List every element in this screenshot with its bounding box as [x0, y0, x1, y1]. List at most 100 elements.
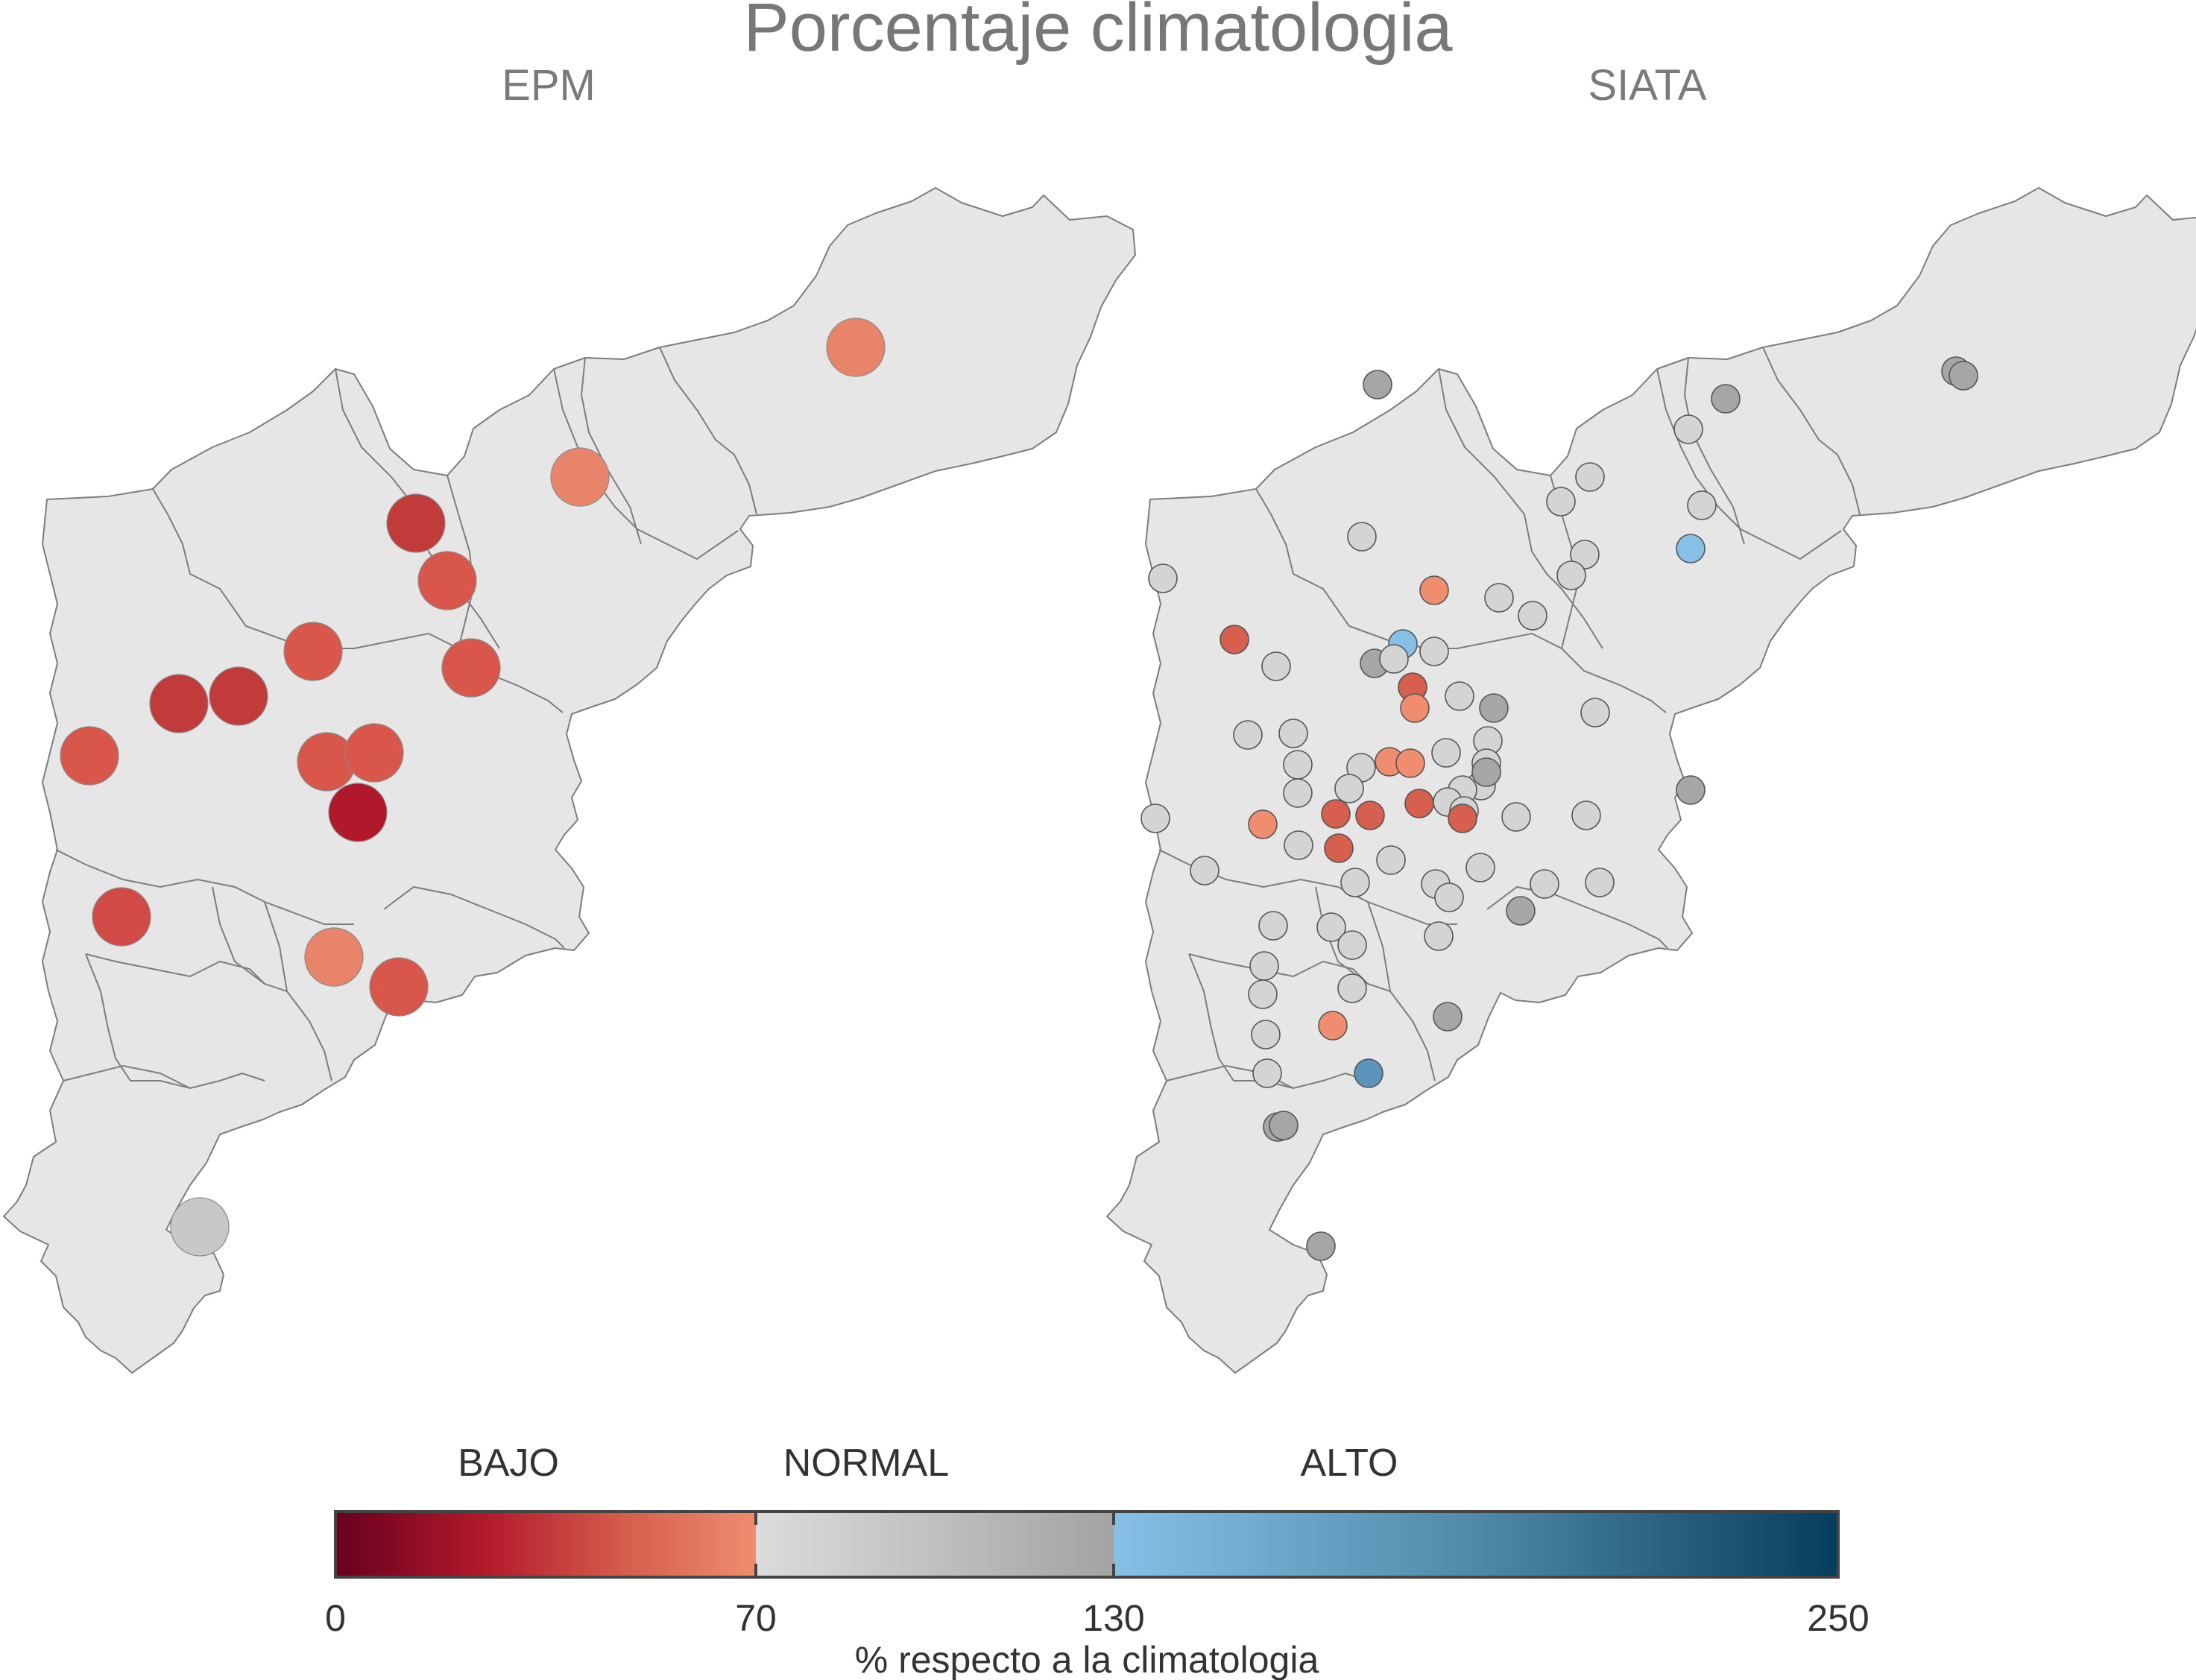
station-marker-siata[interactable]: [1316, 912, 1346, 942]
station-marker-siata[interactable]: [1248, 809, 1278, 839]
subbasin-boundary-epm: [63, 1064, 191, 1089]
station-marker-epm[interactable]: [386, 493, 446, 553]
station-marker-siata[interactable]: [1404, 789, 1434, 818]
station-marker-siata[interactable]: [1148, 563, 1178, 593]
station-marker-epm[interactable]: [60, 726, 119, 786]
station-marker-siata[interactable]: [1283, 778, 1313, 808]
station-marker-epm[interactable]: [92, 887, 151, 947]
station-marker-siata[interactable]: [1269, 1111, 1299, 1140]
station-marker-siata[interactable]: [1337, 930, 1367, 960]
station-marker-epm[interactable]: [417, 551, 477, 610]
station-marker-siata[interactable]: [1347, 522, 1377, 552]
station-marker-siata[interactable]: [1379, 644, 1409, 674]
station-marker-epm[interactable]: [369, 957, 429, 1017]
stations-epm: [60, 318, 886, 1257]
station-marker-siata[interactable]: [1258, 911, 1288, 941]
station-marker-epm[interactable]: [283, 622, 343, 681]
station-marker-epm[interactable]: [170, 1197, 230, 1257]
station-marker-epm[interactable]: [344, 723, 404, 783]
station-marker-epm[interactable]: [826, 318, 886, 377]
station-marker-siata[interactable]: [1318, 1011, 1348, 1040]
legend-category-bajo: BAJO: [458, 1441, 559, 1485]
map-epm: [3, 187, 1136, 1374]
station-marker-siata[interactable]: [1556, 560, 1586, 590]
station-marker-siata[interactable]: [1190, 856, 1220, 885]
station-marker-siata[interactable]: [1252, 1058, 1282, 1088]
legend-category-normal: NORMAL: [783, 1441, 949, 1485]
station-marker-siata[interactable]: [1284, 830, 1313, 860]
colorbar-legend: BAJO NORMAL ALTO 0 70 130 250 % respecto…: [325, 1441, 1870, 1680]
region-outline-epm: [3, 187, 1136, 1374]
station-marker-siata[interactable]: [1530, 869, 1559, 899]
station-marker-siata[interactable]: [1395, 748, 1425, 778]
subbasin-boundary-siata: [1656, 368, 1842, 560]
station-marker-siata[interactable]: [1324, 833, 1354, 863]
station-marker-siata[interactable]: [1687, 490, 1717, 520]
station-marker-siata[interactable]: [1448, 803, 1477, 833]
station-marker-siata[interactable]: [1479, 693, 1509, 723]
station-marker-siata[interactable]: [1673, 414, 1703, 444]
station-marker-siata[interactable]: [1433, 1002, 1463, 1032]
station-marker-siata[interactable]: [1251, 1020, 1281, 1049]
subbasin-boundary-epm: [264, 901, 332, 1081]
colorbar-tick-label-130: 130: [1082, 1597, 1144, 1639]
station-marker-siata[interactable]: [1278, 719, 1308, 748]
station-marker-siata[interactable]: [1321, 799, 1351, 829]
station-marker-siata[interactable]: [1484, 583, 1514, 613]
station-marker-siata[interactable]: [1140, 803, 1170, 833]
station-marker-siata[interactable]: [1306, 1231, 1336, 1261]
station-marker-epm[interactable]: [209, 666, 268, 726]
colorbar-segment-normal: [756, 1512, 1114, 1577]
subbasin-boundary-siata: [1762, 347, 1861, 515]
station-marker-siata[interactable]: [1261, 651, 1291, 681]
station-marker-siata[interactable]: [1233, 720, 1263, 750]
station-marker-siata[interactable]: [1501, 802, 1531, 832]
station-marker-siata[interactable]: [1546, 487, 1576, 517]
station-marker-siata[interactable]: [1376, 845, 1406, 875]
subbasin-boundary-epm: [659, 347, 757, 515]
station-marker-siata[interactable]: [1249, 951, 1279, 981]
station-marker-siata[interactable]: [1334, 774, 1364, 803]
colorbar-axis-label: % respecto a la climatologia: [855, 1639, 1319, 1680]
station-marker-siata[interactable]: [1363, 370, 1392, 400]
station-marker-siata[interactable]: [1419, 637, 1449, 666]
station-marker-epm[interactable]: [149, 674, 209, 733]
subbasin-boundary-epm: [85, 953, 265, 985]
station-marker-epm[interactable]: [550, 447, 610, 507]
station-marker-siata[interactable]: [1445, 681, 1474, 711]
station-marker-siata[interactable]: [1355, 800, 1385, 830]
station-marker-siata[interactable]: [1575, 462, 1605, 492]
station-marker-siata[interactable]: [1471, 757, 1501, 787]
station-marker-siata[interactable]: [1949, 361, 1978, 391]
map-siata: [1106, 187, 2196, 1374]
colorbar-tick-label-250: 250: [1807, 1597, 1869, 1639]
station-marker-siata[interactable]: [1580, 698, 1610, 727]
station-marker-siata[interactable]: [1400, 693, 1430, 723]
station-marker-siata[interactable]: [1340, 868, 1370, 897]
station-marker-siata[interactable]: [1424, 921, 1454, 951]
station-marker-siata[interactable]: [1676, 775, 1706, 805]
station-marker-siata[interactable]: [1465, 853, 1495, 882]
station-marker-siata[interactable]: [1248, 979, 1278, 1009]
station-marker-siata[interactable]: [1506, 896, 1536, 926]
station-marker-epm[interactable]: [441, 638, 501, 698]
station-marker-siata[interactable]: [1570, 540, 1600, 569]
station-marker-siata[interactable]: [1354, 1058, 1383, 1088]
station-marker-siata[interactable]: [1518, 601, 1547, 631]
station-marker-siata[interactable]: [1337, 973, 1367, 1003]
subbasin-boundary-siata: [1188, 953, 1369, 985]
station-marker-siata[interactable]: [1283, 750, 1313, 780]
station-marker-siata[interactable]: [1711, 384, 1741, 414]
station-marker-siata[interactable]: [1419, 575, 1449, 605]
station-marker-siata[interactable]: [1220, 625, 1249, 654]
station-marker-siata[interactable]: [1434, 882, 1464, 912]
colorbar-frame: [334, 1510, 1840, 1579]
station-marker-siata[interactable]: [1676, 534, 1706, 563]
colorbar-tick-label-70: 70: [735, 1597, 777, 1639]
station-marker-siata[interactable]: [1585, 868, 1615, 897]
station-marker-siata[interactable]: [1571, 800, 1601, 830]
station-marker-epm[interactable]: [304, 927, 364, 987]
station-marker-siata[interactable]: [1431, 738, 1461, 768]
colorbar-tick-label-0: 0: [325, 1597, 346, 1639]
station-marker-epm[interactable]: [328, 783, 388, 842]
